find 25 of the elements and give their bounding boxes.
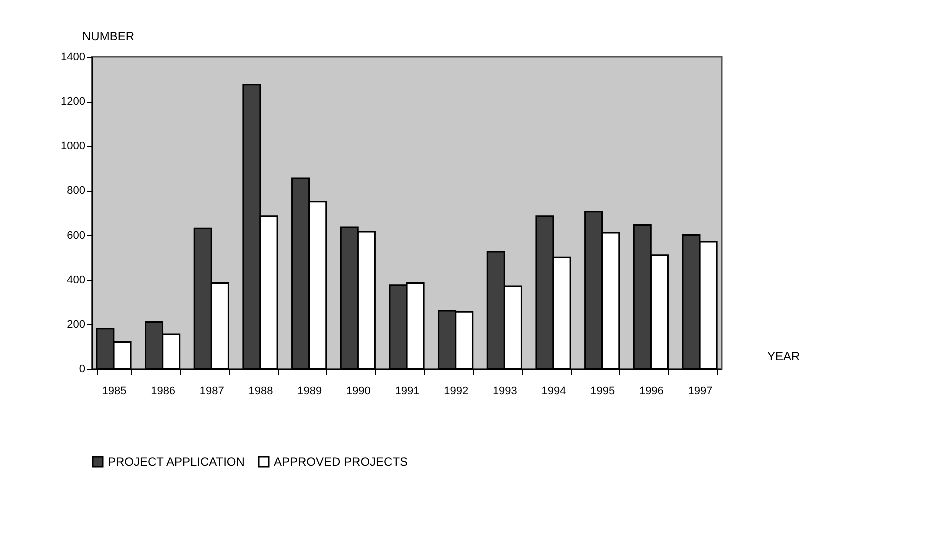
x-tick-label: 1985 [102,386,127,398]
y-tick-label: 1400 [61,52,86,64]
legend-label: APPROVED PROJECTS [274,455,408,469]
y-tick-label: 600 [67,230,86,242]
x-tick-label: 1995 [590,386,616,398]
y-tick-label: 1200 [61,96,86,108]
x-tick-label: 1990 [346,386,371,398]
x-tick-label: 1996 [639,386,664,398]
legend-label: PROJECT APPLICATION [108,455,245,469]
x-tick-label: 1992 [444,386,469,398]
y-tick-label: 200 [67,318,86,331]
x-tick-label: 1993 [492,386,518,398]
y-tick-label: 800 [67,185,86,198]
y-tick-label: 400 [67,274,86,286]
x-tick-label: 1991 [395,386,420,398]
y-tick-label: 1000 [61,140,86,153]
y-axis-title: NUMBER [82,30,135,44]
x-tick-label: 1994 [542,386,566,398]
x-tick-label: 1997 [688,386,713,398]
x-axis-title: YEAR [768,350,801,364]
x-tick-label: 1986 [151,386,176,398]
x-tick-label: 1987 [200,386,224,398]
y-tick-label: 0 [79,364,86,376]
x-tick-label: 1988 [248,386,274,398]
x-tick-label: 1989 [298,386,322,398]
